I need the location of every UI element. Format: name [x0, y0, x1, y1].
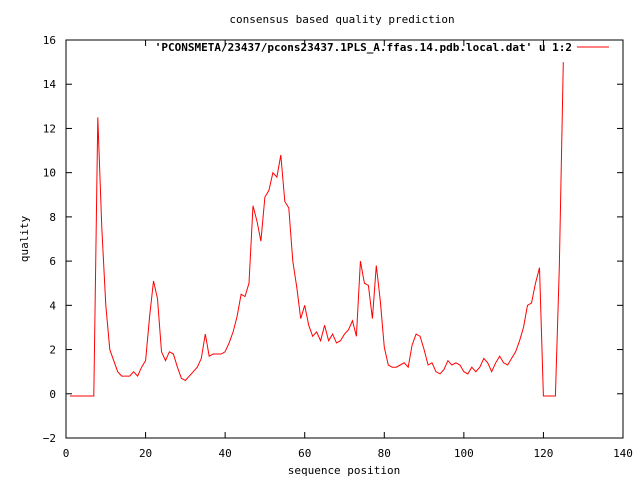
x-tick-label: 80: [378, 447, 391, 460]
x-axis-label: sequence position: [288, 464, 401, 477]
y-tick-label: 0: [49, 388, 56, 401]
y-axis-label: quality: [18, 215, 31, 262]
x-tick-label: 60: [298, 447, 311, 460]
y-tick-label: 12: [43, 122, 56, 135]
x-tick-label: 120: [533, 447, 553, 460]
chart-title: consensus based quality prediction: [229, 13, 454, 26]
legend: 'PCONSMETA/23437/pcons23437.1PLS_A.ffas.…: [155, 41, 609, 54]
y-tick-label: 10: [43, 167, 56, 180]
series-line: [70, 62, 564, 397]
y-tick-label: 8: [49, 211, 56, 224]
y-tick-label: 2: [49, 344, 56, 357]
x-tick-label: 100: [454, 447, 474, 460]
x-tick-label: 40: [219, 447, 232, 460]
legend-label: 'PCONSMETA/23437/pcons23437.1PLS_A.ffas.…: [155, 41, 572, 54]
axis-ticks: [65, 39, 624, 439]
y-tick-label: −2: [43, 432, 56, 445]
y-tick-label: 6: [49, 255, 56, 268]
series-layer: [70, 62, 564, 397]
plot-frame: [65, 39, 624, 439]
y-tick-label: 16: [43, 34, 56, 47]
y-tick-label: 14: [43, 78, 57, 91]
x-tick-label: 20: [139, 447, 152, 460]
x-tick-label: 0: [63, 447, 70, 460]
y-tick-label: 4: [49, 299, 56, 312]
x-tick-label: 140: [613, 447, 633, 460]
axis-tick-labels: 0 20 40 60 80 100 120 140 −2 0 2 4 6 8 10 12 14 16: [43, 34, 633, 460]
